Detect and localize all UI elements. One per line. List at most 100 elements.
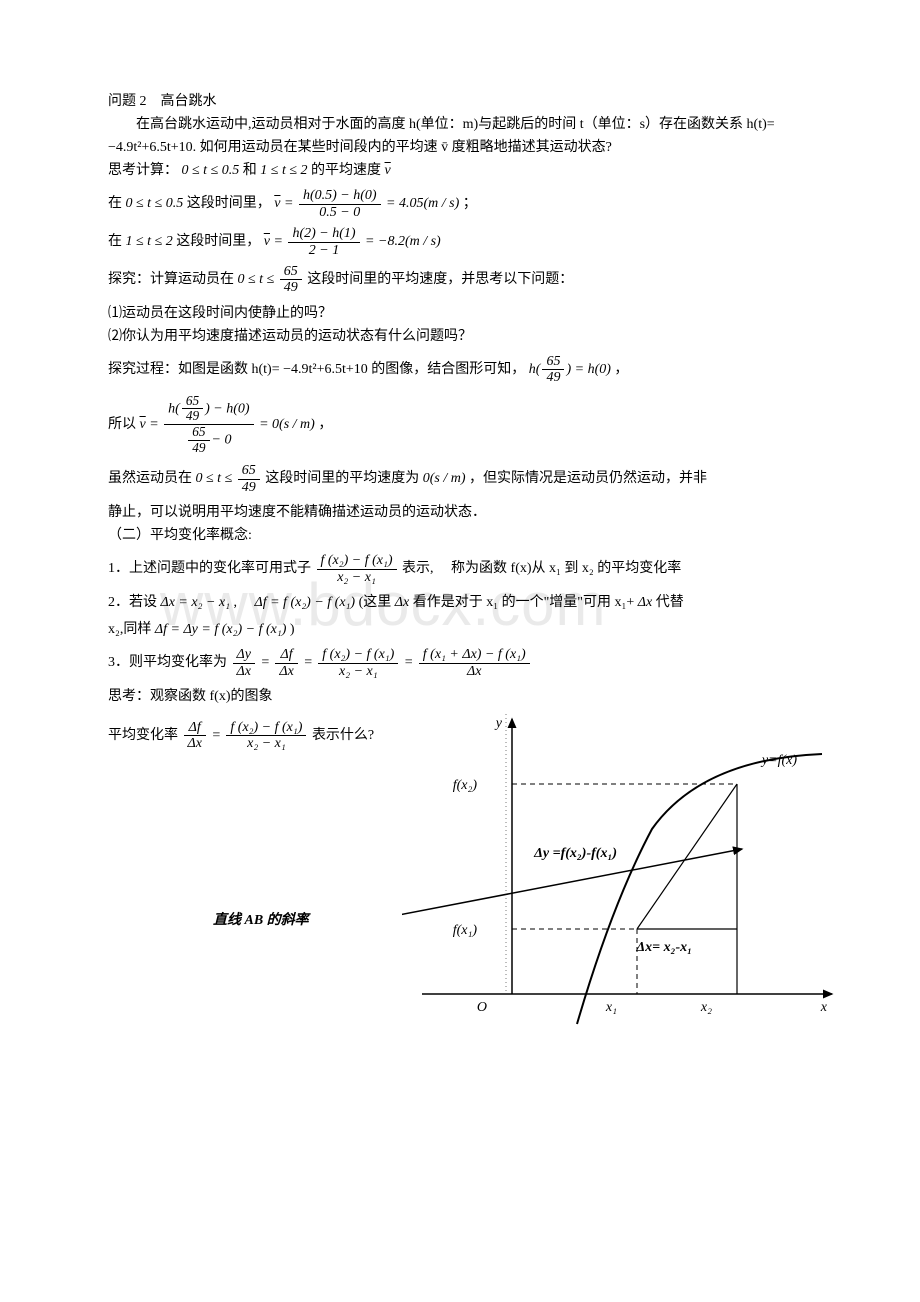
- fraction-65-49: 65 49: [280, 264, 302, 296]
- x2-tick-label: x₂: [701, 996, 712, 1019]
- fraction-fx: f (x₂) − f (x₁) x₂ − x₁: [226, 720, 306, 752]
- fraction-fxdx: f (x₁ + Δx) − f (x₁) Δx: [419, 647, 530, 679]
- numerator: f (x₂) − f (x₁): [317, 553, 397, 569]
- fraction-fx: f (x₂) − f (x₁) x₂ − x₁: [317, 553, 397, 585]
- numerator: f (x₂) − f (x₁): [226, 720, 306, 736]
- explore-line: 探究：计算运动员在 0 ≤ t ≤ 65 49 这段时间里的平均速度，并思考以下…: [108, 264, 812, 296]
- document-body: 问题 2 高台跳水 在高台跳水运动中,运动员相对于水面的高度 h(单位：m)与起…: [108, 90, 812, 1034]
- v-bar: v: [385, 163, 391, 178]
- numerator: 65: [280, 264, 302, 280]
- numerator: 65: [238, 463, 260, 479]
- denominator: x₂ − x₁: [226, 736, 306, 751]
- equals: =: [260, 655, 273, 670]
- dy-label: Δy =f(x₂)-f(x₁): [534, 842, 617, 865]
- fraction-df-dx: Δf Δx: [184, 720, 206, 752]
- text: 思考计算：: [108, 163, 178, 178]
- result: = −8.2(m / s): [365, 234, 441, 249]
- comma: ，: [614, 362, 628, 377]
- sep: ,: [234, 595, 252, 610]
- text: 这段时间里，: [187, 196, 271, 211]
- text: 的平均速度: [311, 163, 381, 178]
- denominator: Δx: [419, 664, 530, 679]
- origin-label: O: [477, 996, 487, 1019]
- equals: =: [149, 417, 162, 432]
- think-observe: 思考：观察函数 f(x)的图象: [108, 685, 812, 708]
- think-line: 思考计算： 0 ≤ t ≤ 0.5 和 1 ≤ t ≤ 2 的平均速度 v: [108, 159, 812, 182]
- section-2-title: （二）平均变化率概念:: [108, 524, 812, 547]
- numerator: Δy: [233, 647, 255, 663]
- item-3: 3．则平均变化率为 Δy Δx = Δf Δx = f (x₂) − f (x₁…: [108, 647, 812, 679]
- df-eq: Δf = f (x₂) − f (x₁): [255, 595, 356, 610]
- denominator: Δx: [275, 664, 297, 679]
- denominator: Δx: [184, 736, 206, 751]
- equals: =: [211, 728, 224, 743]
- text: ，但实际情况是运动员仍然运动，并非: [469, 471, 707, 486]
- text: 在: [108, 234, 122, 249]
- numerator: h(2) − h(1): [288, 226, 359, 242]
- range-1: 0 ≤ t ≤ 0.5: [182, 163, 240, 178]
- big-fraction: h(6549) − h(0) 6549− 0: [164, 394, 253, 456]
- question-2: ⑵你认为用平均速度描述运动员的运动状态有什么问题吗？: [108, 325, 812, 348]
- numerator: Δf: [184, 720, 206, 736]
- fraction: h(2) − h(1) 2 − 1: [288, 226, 359, 258]
- although-line-2: 静止，可以说明用平均速度不能精确描述运动员的运动状态．: [108, 501, 812, 524]
- dx: Δx: [638, 595, 652, 610]
- range-2: 1 ≤ t ≤ 2: [260, 163, 307, 178]
- graph-region: 平均变化率 Δf Δx = f (x₂) − f (x₁) x₂ − x₁ 表示…: [108, 714, 812, 1034]
- numerator: h(0.5) − h(0): [299, 188, 381, 204]
- zero-sm: 0(s / m): [423, 471, 466, 486]
- x-axis-label: x: [821, 996, 827, 1019]
- text: (这里: [359, 595, 392, 610]
- v-bar: v: [274, 196, 280, 211]
- slope-label: 直线 AB 的斜率: [213, 909, 309, 932]
- text: 表示, 称为函数 f(x)从 x₁ 到 x₂ 的平均变化率: [402, 561, 681, 576]
- text: 探究：计算运动员在: [108, 272, 234, 287]
- h-close: ) = h(0): [566, 362, 610, 377]
- v-bar: v: [264, 234, 270, 249]
- equals: =: [404, 655, 417, 670]
- dx: Δx: [395, 595, 409, 610]
- fraction-df-dx: Δf Δx: [275, 647, 297, 679]
- text: ): [290, 622, 295, 637]
- fraction-65-49: 65 49: [238, 463, 260, 495]
- fraction-65-49: 65 49: [542, 354, 564, 386]
- calc-line-2: 在 1 ≤ t ≤ 2 这段时间里， v = h(2) − h(1) 2 − 1…: [108, 226, 812, 258]
- denominator: x₂ − x₁: [318, 664, 398, 679]
- fx2-label: f(x₂): [453, 774, 477, 797]
- x1-tick-label: x₁: [606, 996, 617, 1019]
- text: x₂,同样: [108, 622, 151, 637]
- range: 0 ≤ t ≤ 0.5: [126, 196, 184, 211]
- denominator: 49: [280, 280, 302, 295]
- although-line: 虽然运动员在 0 ≤ t ≤ 65 49 这段时间里的平均速度为 0(s / m…: [108, 463, 812, 495]
- range-start: 0 ≤ t ≤: [238, 272, 275, 287]
- item-2b: x₂,同样 Δf = Δy = f (x₂) − f (x₁) ): [108, 618, 812, 641]
- text: 虽然运动员在: [108, 471, 192, 486]
- paragraph-intro: 在高台跳水运动中,运动员相对于水面的高度 h(单位：m)与起跳后的时间 t（单位…: [108, 113, 812, 159]
- text: 所以: [108, 417, 136, 432]
- question-1: ⑴运动员在这段时间内使静止的吗？: [108, 302, 812, 325]
- numerator: Δf: [275, 647, 297, 663]
- denominator: 0.5 − 0: [299, 205, 381, 220]
- text: 2．若设: [108, 595, 157, 610]
- comma: ，: [318, 417, 332, 432]
- so-line: 所以 v = h(6549) − h(0) 6549− 0 = 0(s / m)…: [108, 394, 812, 456]
- text: 这段时间里，: [176, 234, 260, 249]
- equals: =: [284, 196, 297, 211]
- curve-label: y=f(x): [762, 749, 797, 772]
- text: 表示什么?: [312, 728, 374, 743]
- v-bar: v: [140, 417, 146, 432]
- text: 这段时间里的平均速度，并思考以下问题：: [307, 272, 573, 287]
- item-2: 2．若设 Δx = x₂ − x₁ , Δf = f (x₂) − f (x₁)…: [108, 591, 812, 614]
- dx-eq: Δx = x₂ − x₁: [161, 595, 231, 610]
- item-1: 1．上述问题中的变化率可用式子 f (x₂) − f (x₁) x₂ − x₁ …: [108, 553, 812, 585]
- result: = 4.05(m / s): [386, 196, 459, 211]
- text: 看作是对于 x₁ 的一个"增量"可用 x₁+: [413, 595, 635, 610]
- result: = 0(s / m): [259, 417, 315, 432]
- equals: =: [273, 234, 286, 249]
- process-line: 探究过程：如图是函数 h(t)= −4.9t²+6.5t+10 的图像，结合图形…: [108, 354, 812, 386]
- range-start: 0 ≤ t ≤: [196, 471, 233, 486]
- text: 探究过程：如图是函数 h(t)= −4.9t²+6.5t+10 的图像，结合图形…: [108, 362, 525, 377]
- denominator: Δx: [233, 664, 255, 679]
- denominator: 6549− 0: [164, 425, 253, 455]
- semicolon: ；: [463, 196, 477, 211]
